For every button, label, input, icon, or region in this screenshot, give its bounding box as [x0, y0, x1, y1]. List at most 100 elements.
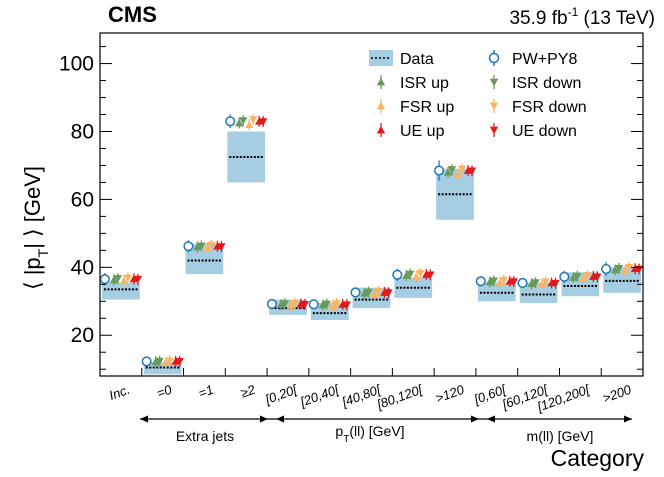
- plot-frame: [99, 32, 644, 377]
- marker-isr-down-10: [531, 279, 540, 287]
- legend-isr-down-marker: [489, 75, 499, 89]
- legend-ue-up-label: UE up: [400, 123, 445, 140]
- marker-pw-py8-4: [266, 298, 278, 310]
- data-band-0: [102, 282, 140, 300]
- marker-pw-py8-7: [392, 269, 403, 280]
- marker-ue-down-11: [593, 273, 602, 282]
- legend-fsr-down-marker: [489, 99, 499, 113]
- group-arrow-right-pt: [471, 415, 479, 423]
- group-label-extra-jets: Extra jets: [176, 428, 234, 444]
- leg-isr-up-triangle: [376, 77, 386, 86]
- marker-ue-up-7: [422, 270, 431, 278]
- x-tick-label-0: Inc.: [107, 382, 132, 403]
- marker-isr-down-1: [155, 357, 164, 366]
- marker-isr-up-12: [610, 265, 620, 274]
- marker-fsr-up-2: [203, 243, 212, 251]
- group-label-pt: pT(ll) [GeV]: [335, 423, 404, 445]
- group-arrow-left-mll: [487, 415, 495, 423]
- data-band-10: [519, 282, 558, 303]
- marker-fsr-down-4: [290, 299, 300, 308]
- marker-pw-py8-12: [601, 263, 612, 275]
- marker-isr-down-7: [406, 270, 415, 279]
- leg-ue-up-triangle: [376, 125, 386, 134]
- marker-fsr-down-7: [416, 270, 425, 278]
- x-tick-label-8: >120: [433, 381, 466, 405]
- marker-isr-down-8: [447, 166, 457, 174]
- marker-fsr-down-9: [499, 276, 509, 285]
- marker-isr-up-8: [443, 168, 453, 176]
- marker-ue-up-5: [338, 300, 347, 308]
- marker-ue-up-8: [463, 166, 473, 174]
- marker-ue-up-1: [171, 357, 180, 365]
- marker-pw-py8-8: [433, 165, 445, 176]
- marker-isr-up-11: [569, 273, 578, 281]
- legend-fsr-up-marker: [376, 99, 386, 113]
- marker-isr-up-6: [360, 288, 369, 297]
- legend-fsr-up-label: FSR up: [400, 99, 454, 116]
- x-tick-label-1: =0: [155, 381, 175, 400]
- marker-isr-down-0: [113, 275, 123, 283]
- marker-isr-up-5: [318, 300, 327, 309]
- y-axis-label: ⟨ |pT| ⟩ [GeV]: [20, 166, 51, 290]
- marker-isr-down-6: [364, 288, 373, 297]
- x-axis: Inc. =0 =1 ≥2 [0,20[[20,40[[40,80[[80,120[>1…: [99, 368, 644, 415]
- marker-isr-down-3: [238, 117, 248, 125]
- data-band-1: [143, 362, 182, 375]
- leg-fsr-down-triangle: [489, 102, 499, 111]
- leg-fsr-up-triangle: [376, 101, 386, 110]
- marker-isr-up-3: [234, 118, 244, 127]
- marker-fsr-up-7: [412, 272, 421, 281]
- group-label-pt-main: p: [335, 423, 343, 439]
- luminosity-label: 35.9 fb-1 (13 TeV): [509, 5, 655, 29]
- prediction-markers: [99, 114, 644, 368]
- marker-fsr-down-10: [541, 278, 550, 287]
- y-tick-label-0: 20: [71, 324, 94, 347]
- marker-ue-down-4: [300, 300, 310, 309]
- legend: Data PW+PY8 ISR up ISR down FSR up FSR d…: [369, 50, 587, 140]
- marker-isr-up-10: [527, 279, 536, 287]
- marker-fsr-down-5: [332, 300, 341, 308]
- marker-ue-down-8: [467, 167, 477, 176]
- marker-isr-down-5: [322, 300, 331, 309]
- marker-fsr-up-8: [453, 169, 463, 178]
- marker-isr-down-2: [197, 242, 206, 251]
- marker-ue-down-7: [426, 271, 435, 279]
- marker-ue-down-10: [551, 279, 560, 288]
- data-band-7: [394, 277, 433, 298]
- marker-ue-down-1: [175, 358, 184, 366]
- marker-pw-py8-10: [517, 277, 528, 288]
- y-tick-label-4: 100: [59, 53, 94, 76]
- legend-ue-up-marker: [376, 123, 386, 137]
- marker-isr-down-4: [280, 300, 290, 308]
- marker-ue-up-9: [505, 277, 515, 285]
- marker-ue-up-12: [630, 264, 640, 273]
- marker-ue-down-9: [509, 278, 519, 286]
- leg-ue-down-triangle: [489, 126, 499, 135]
- marker-isr-up-7: [402, 271, 411, 279]
- ylabel-pre: ⟨ |p: [20, 257, 45, 290]
- marker-isr-up-0: [109, 275, 119, 284]
- marker-ue-up-6: [380, 288, 389, 296]
- marker-pw-py8-5: [308, 299, 319, 310]
- legend-fsr-down-label: FSR down: [512, 99, 587, 116]
- marker-fsr-up-12: [620, 266, 630, 275]
- x-tick-label-7: [80,120[: [374, 381, 426, 412]
- legend-data-label: Data: [400, 51, 434, 68]
- x-tick-label-3: ≥2: [239, 381, 258, 400]
- marker-fsr-down-11: [583, 272, 592, 280]
- marker-fsr-up-0: [119, 276, 129, 285]
- marker-fsr-up-4: [286, 301, 296, 309]
- data-band-9: [477, 282, 516, 302]
- x-tick-label-12: >200: [600, 381, 633, 405]
- marker-isr-up-1: [151, 357, 160, 366]
- data-bands: [102, 131, 641, 375]
- ylabel-post: | ⟩ [GeV]: [20, 166, 45, 249]
- legend-isr-down-label: ISR down: [512, 75, 581, 92]
- group-label-pt-rest: (ll) [GeV]: [349, 423, 404, 439]
- marker-fsr-up-9: [495, 278, 505, 287]
- marker-isr-up-9: [485, 277, 495, 286]
- legend-ue-down-marker: [489, 123, 499, 137]
- group-label-pt-sub: T: [343, 434, 349, 445]
- y-axis: 20 40 60 80 100: [59, 46, 643, 370]
- marker-fsr-down-12: [624, 263, 634, 272]
